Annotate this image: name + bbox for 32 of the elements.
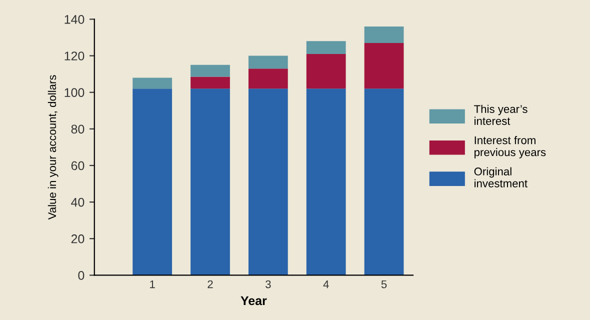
x-tick-label: 5 [381, 280, 387, 288]
bar [248, 88, 288, 276]
bar [306, 54, 346, 89]
y-tick-label: 120 [64, 52, 84, 60]
y-tick-label: 80 [71, 124, 84, 134]
bar [248, 56, 288, 69]
x-axis-title: Year [240, 296, 267, 306]
y-tick-label: 100 [64, 88, 84, 97]
bar [364, 88, 404, 276]
bar [306, 88, 346, 276]
bar [132, 78, 172, 89]
legend-label: Original investment [474, 167, 528, 188]
bar [190, 76, 230, 89]
x-tick-label: 3 [266, 280, 271, 288]
x-tick-label: 4 [323, 280, 329, 288]
bar [190, 64, 230, 77]
bar [306, 41, 346, 54]
legend-label: This year’s interest [474, 104, 528, 125]
y-tick-label: 60 [71, 161, 84, 170]
x-tick-label: 1 [150, 280, 155, 288]
y-tick-label: 140 [64, 15, 84, 24]
y-tick-label: 0 [78, 271, 84, 280]
y-tick-label: 40 [71, 198, 84, 207]
bar [248, 68, 288, 89]
y-tick-label: 20 [71, 234, 84, 244]
y-axis-title: Value in your account, dollars [48, 75, 58, 220]
bar [132, 88, 172, 276]
bar [190, 88, 230, 276]
bar [364, 42, 404, 89]
legend-label: Interest from previous years [474, 136, 546, 158]
bar [364, 26, 404, 43]
x-tick-label: 2 [208, 280, 213, 288]
